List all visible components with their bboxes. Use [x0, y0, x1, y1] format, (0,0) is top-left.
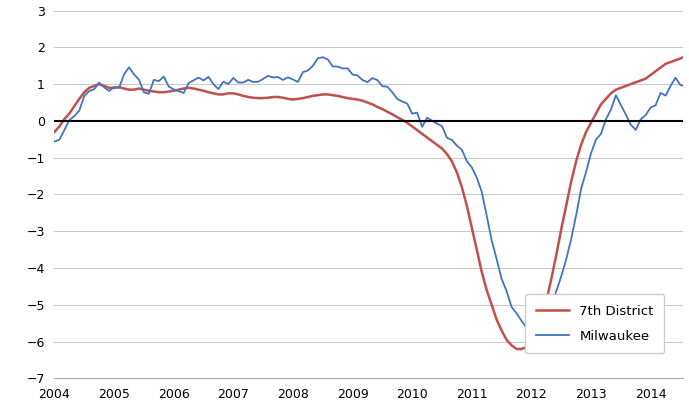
Milwaukee [522, 325, 531, 330]
Milwaukee [50, 139, 59, 144]
Milwaukee [318, 55, 327, 60]
Milwaukee [289, 77, 297, 82]
Legend: 7th District, Milwaukee: 7th District, Milwaukee [525, 295, 664, 354]
7th District [165, 89, 173, 94]
7th District [652, 69, 660, 74]
7th District [532, 330, 540, 335]
Milwaukee [666, 83, 675, 88]
Milwaukee [677, 83, 685, 88]
Milwaukee [324, 57, 332, 62]
7th District [597, 102, 605, 107]
7th District [443, 151, 451, 156]
7th District [433, 142, 441, 147]
Line: 7th District: 7th District [54, 54, 689, 349]
Line: Milwaukee: Milwaukee [54, 57, 689, 327]
7th District [50, 129, 59, 134]
7th District [513, 347, 521, 352]
